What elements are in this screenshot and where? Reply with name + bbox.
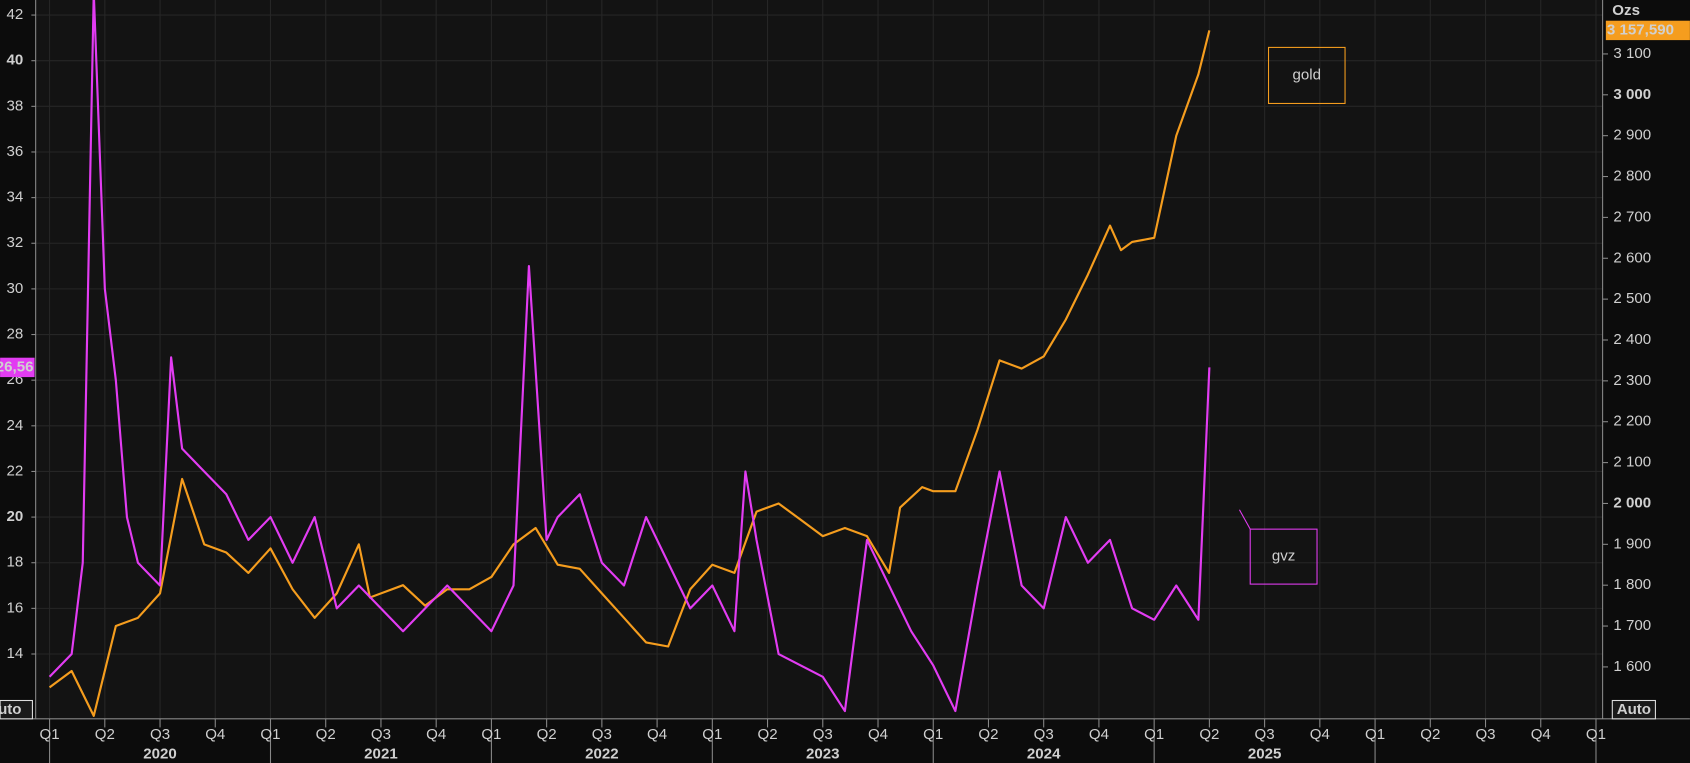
- last-value-label: 26,56: [0, 358, 34, 375]
- x-tick-label: Q2: [95, 726, 115, 743]
- y-tick-label: 16: [7, 599, 24, 616]
- x-tick-label: Q4: [868, 726, 888, 743]
- y2-tick-label: 2 600: [1613, 249, 1651, 266]
- x-tick-label: Q3: [813, 726, 833, 743]
- y2-tick-label: 2 400: [1613, 331, 1651, 348]
- y-tick-label: 34: [7, 189, 24, 206]
- y-tick-label: 42: [7, 6, 24, 23]
- x-tick-label: Q3: [150, 726, 170, 743]
- y2-tick-label: 3 100: [1613, 45, 1651, 62]
- year-label: 2022: [585, 745, 619, 762]
- y2-tick-label: 1 700: [1613, 617, 1651, 634]
- series-line: [48, 0, 1211, 713]
- x-tick-label: Q4: [1310, 726, 1330, 743]
- x-tick-label: Q1: [260, 726, 280, 743]
- y-tick-label: 24: [7, 417, 24, 434]
- y2-tick-label: 2 900: [1613, 127, 1651, 144]
- y2-tick-label: 1 600: [1613, 658, 1651, 675]
- x-tick-label: Q1: [923, 726, 943, 743]
- x-tick-label: Q3: [1255, 726, 1275, 743]
- y2-tick-label: 2 800: [1613, 168, 1651, 185]
- legend-box: [1249, 528, 1318, 585]
- x-tick-label: Q1: [1144, 726, 1164, 743]
- last-value-label: 3 157,590: [1607, 21, 1674, 38]
- auto-button-label[interactable]: Auto: [0, 701, 22, 718]
- x-tick-label: Q3: [592, 726, 612, 743]
- x-tick-label: Q3: [371, 726, 391, 743]
- auto-button-label[interactable]: Auto: [1617, 701, 1651, 718]
- y2-tick-label: 2 200: [1613, 413, 1651, 430]
- y-tick-label: 14: [7, 645, 24, 662]
- last-value-tag: [0, 357, 35, 378]
- year-label: 2023: [806, 745, 840, 762]
- year-label: 2024: [1027, 745, 1061, 762]
- y2-tick-label: 2 100: [1613, 454, 1651, 471]
- legend-box: [1267, 46, 1346, 104]
- y-tick-label: 32: [7, 234, 24, 251]
- x-tick-label: Q3: [1475, 726, 1495, 743]
- x-tick-label: Q2: [1199, 726, 1219, 743]
- y2-tick-label: 1 800: [1613, 576, 1651, 593]
- auto-button[interactable]: [1611, 699, 1656, 720]
- legend-label: gold: [1293, 66, 1322, 83]
- y-tick-label: 40: [7, 52, 24, 69]
- x-tick-label: Q2: [1420, 726, 1440, 743]
- x-tick-label: Q4: [647, 726, 667, 743]
- y2-unit: Ozs: [1612, 2, 1640, 19]
- x-tick-label: Q1: [40, 726, 60, 743]
- y-tick-label: 28: [7, 326, 24, 343]
- x-tick-label: Q2: [757, 726, 777, 743]
- auto-button[interactable]: [0, 699, 33, 720]
- y2-tick-label: 2 000: [1613, 494, 1651, 511]
- x-tick-label: Q1: [702, 726, 722, 743]
- x-tick-label: Q4: [426, 726, 446, 743]
- x-tick-label: Q3: [1034, 726, 1054, 743]
- x-tick-label: Q4: [1531, 726, 1551, 743]
- x-tick-label: Q1: [1365, 726, 1385, 743]
- y-tick-label: 30: [7, 280, 24, 297]
- y2-tick-label: 2 300: [1613, 372, 1651, 389]
- last-value-tag: [1605, 20, 1690, 41]
- series-line: [48, 30, 1211, 717]
- legend-label: gvz: [1272, 548, 1295, 565]
- y2-tick-label: 2 700: [1613, 208, 1651, 225]
- y-tick-label: 18: [7, 554, 24, 571]
- x-tick-label: Q2: [978, 726, 998, 743]
- y-tick-label: 38: [7, 97, 24, 114]
- plot-area: [35, 0, 1603, 719]
- y-tick-label: 36: [7, 143, 24, 160]
- y-tick-label: 20: [7, 508, 24, 525]
- x-tick-label: Q4: [205, 726, 225, 743]
- x-tick-label: Q1: [481, 726, 501, 743]
- year-label: 2021: [364, 745, 398, 762]
- y2-tick-label: 3 000: [1613, 86, 1651, 103]
- year-label: 2020: [143, 745, 177, 762]
- x-tick-label: Q2: [537, 726, 557, 743]
- x-tick-label: Q1: [1586, 726, 1606, 743]
- legend-leader: [1238, 509, 1251, 530]
- y-tick-label: 22: [7, 462, 24, 479]
- y2-tick-label: 2 500: [1613, 290, 1651, 307]
- year-label: 2025: [1248, 745, 1282, 762]
- y2-tick-label: 1 900: [1613, 535, 1651, 552]
- x-tick-label: Q2: [316, 726, 336, 743]
- x-tick-label: Q4: [1089, 726, 1109, 743]
- series-group: [48, 0, 1211, 717]
